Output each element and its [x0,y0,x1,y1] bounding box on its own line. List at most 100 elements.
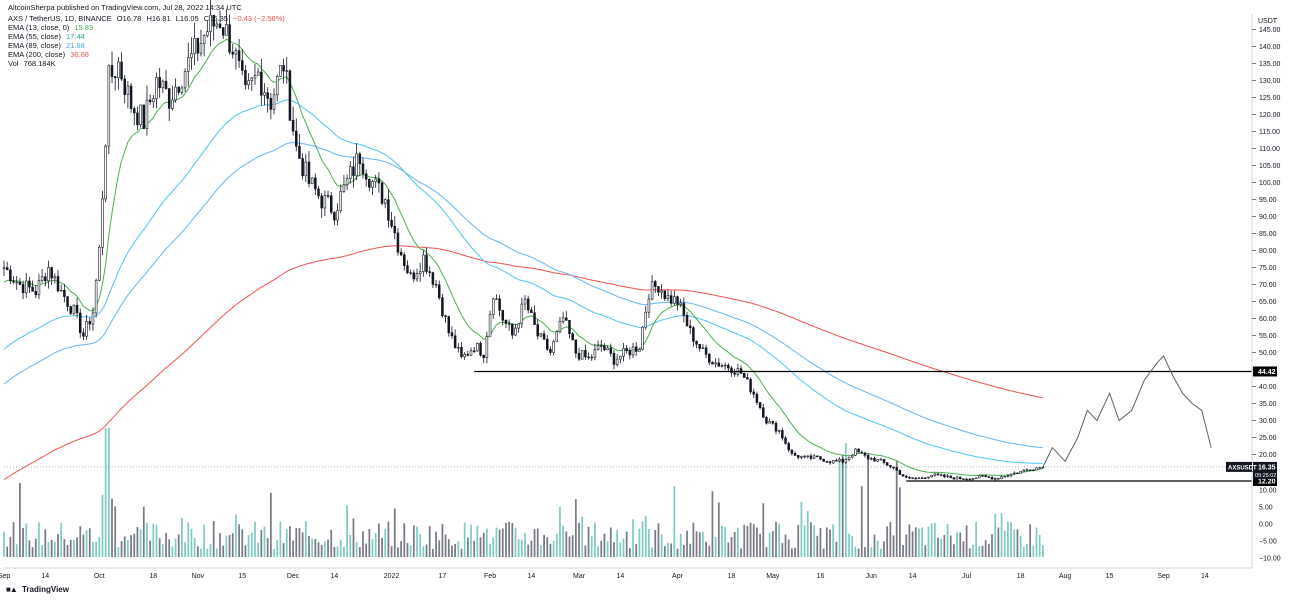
volume-bar [123,536,126,557]
candle-body [272,94,276,110]
symbol-tag[interactable] [1226,461,1252,472]
volume-bar [295,527,298,557]
time-tick-label: Aug [1059,573,1072,580]
candle-body [145,99,149,129]
volume-bar [28,540,31,557]
candle-body [390,220,393,227]
ema89-legend[interactable]: EMA (89, close) 21.98 [8,41,88,50]
candle-body [987,476,991,478]
candle-body [542,333,546,340]
candle-body [596,345,600,350]
time-tick-label: Apr [672,573,684,580]
volume-bar [813,525,815,557]
candle-body [21,284,25,294]
tradingview-brand[interactable]: ■▲ TradingView [6,585,69,594]
volume-bar [581,516,584,557]
candle-body [949,475,952,478]
candle-body [698,343,701,349]
volume-bar [594,522,596,557]
candle-body [784,437,787,444]
volume-label: Vol [8,59,19,68]
candle-body [746,377,749,380]
volume-bar [460,548,463,557]
volume-bar [651,547,653,557]
volume-bar [635,544,638,557]
time-tick-label: 14 [1201,573,1209,580]
candle-body [673,296,676,304]
volume-bar [949,535,952,557]
volume-bar [292,540,294,557]
price-tick-label: 70.00 [1259,282,1277,289]
volume-bar [374,532,377,557]
publisher-line: AltcoinSherpa published on TradingView.c… [8,3,242,12]
candle-body [2,267,6,269]
volume-bar [1035,527,1038,557]
volume-bar [104,428,107,557]
volume-bar [387,521,390,557]
volume-bar [181,517,183,557]
candle-body [993,478,997,480]
candle-body [577,352,581,360]
volume-bar [60,522,63,557]
candle-body [37,280,41,296]
candle-body [180,87,184,93]
ema200-legend[interactable]: EMA (200, close) 36.68 [8,50,92,59]
time-tick-label: Sep [1157,573,1170,580]
volume-bar [12,522,15,557]
volume-bar [600,540,603,557]
candle-body [107,65,111,147]
volume-bar [908,524,911,557]
candle-body [247,80,250,86]
high-value: H16.81 [146,14,171,23]
volume-bar [127,540,129,557]
candle-body [831,460,835,464]
volume-bar [384,528,387,557]
price-tick-label: 90.00 [1259,214,1277,221]
candle-body [447,316,451,334]
volume-bar [717,502,720,557]
volume-bar [355,542,358,557]
symbol-name[interactable]: AXS / TetherUS, 1D, BINANCE [8,14,112,23]
volume-bar [511,522,514,557]
volume-bar [244,545,247,557]
ema55-legend[interactable]: EMA (55, close) 17.44 [8,32,88,41]
ema13-legend[interactable]: EMA (13, close, 0) 15.89 [8,23,96,32]
volume-bar [193,537,196,557]
volume-bar [721,525,723,557]
candle-body [361,163,365,175]
candle-body [644,311,647,328]
candle-body [488,314,492,337]
volume-bar [190,528,193,557]
candle-body [5,267,9,271]
price-tick-label: 20.00 [1259,452,1277,459]
volume-bar [489,543,491,557]
candle-body [101,198,104,248]
volume-bar [362,531,364,557]
candle-body [959,476,962,480]
volume-bar [771,531,774,557]
candle-body [809,455,813,459]
volume-bar [956,532,958,557]
candle-body [606,347,609,351]
support-price-tag-label: 44.42 [1258,369,1276,376]
volume-bar [158,538,161,557]
volume-bar [403,523,406,557]
volume-bar [711,491,714,557]
volume-bar [495,527,498,557]
volume-bar [98,536,101,557]
countdown-label: 09:25:02 [1255,473,1276,479]
volume-legend[interactable]: Vol 768.184K [8,59,59,68]
price-tick-label: 110.00 [1259,146,1280,153]
low-value: L16.05 [175,14,199,23]
candle-body [768,421,771,424]
time-tick-label: 2022 [384,573,400,580]
candle-body [762,407,765,418]
candle-body [177,86,180,93]
candle-body [285,70,288,72]
candle-body [688,325,692,328]
candle-body [1035,467,1038,471]
volume-bar [352,518,355,557]
volume-bar [31,547,34,557]
price-tick-label: 95.00 [1259,197,1277,204]
